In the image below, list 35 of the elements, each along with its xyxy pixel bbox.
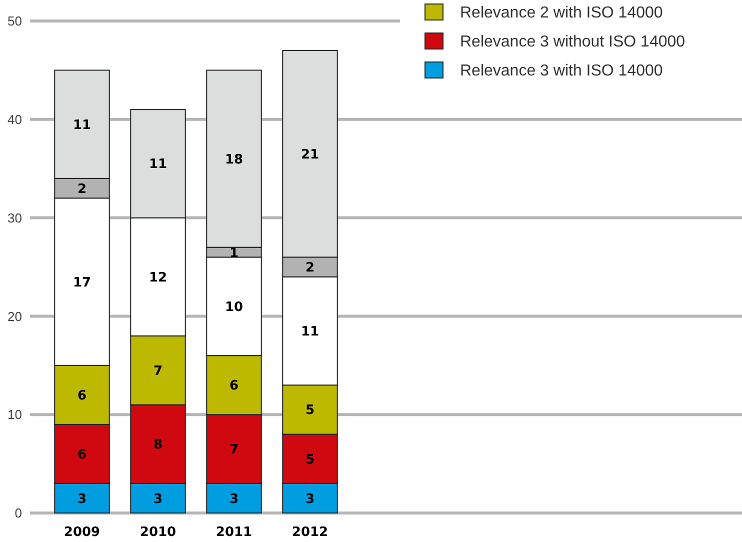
data-label: 3 (305, 492, 315, 507)
legend-label: Relevance 2 with ISO 14000 (460, 4, 663, 22)
data-label: 2 (77, 182, 87, 197)
data-label: 5 (305, 403, 315, 418)
data-label: 21 (300, 147, 320, 162)
data-label: 17 (72, 275, 92, 290)
data-label: 18 (224, 152, 244, 168)
data-label: 8 (153, 438, 163, 453)
y-tick-label: 10 (8, 407, 22, 422)
data-label: 11 (148, 157, 168, 172)
data-label: 3 (77, 492, 87, 507)
data-label: 6 (77, 448, 87, 463)
y-tick-label: 0 (14, 506, 22, 521)
data-label: 3 (229, 492, 239, 507)
legend-label: Relevance 3 with ISO 14000 (460, 62, 663, 80)
x-tick-label: 2012 (292, 525, 328, 540)
y-tick-label: 40 (8, 112, 22, 127)
y-tick-label: 50 (8, 14, 22, 29)
x-tick-label: 2011 (216, 525, 252, 540)
data-label: 6 (229, 378, 239, 394)
x-tick-label: 2010 (140, 525, 176, 540)
y-tick-label: 30 (8, 210, 22, 226)
x-tick-label: 2009 (64, 525, 100, 540)
data-label: 11 (300, 324, 320, 340)
data-label: 7 (229, 442, 239, 458)
data-label: 12 (148, 270, 168, 286)
data-label: 3 (153, 492, 163, 507)
data-label: 11 (72, 118, 92, 133)
data-label: 5 (305, 452, 315, 468)
data-label: 7 (153, 364, 163, 379)
data-label: 10 (224, 300, 244, 315)
data-label: 6 (77, 388, 87, 404)
y-tick-label: 20 (8, 308, 22, 324)
legend-label: Relevance 3 without ISO 14000 (460, 34, 686, 51)
data-label: 2 (305, 260, 315, 276)
